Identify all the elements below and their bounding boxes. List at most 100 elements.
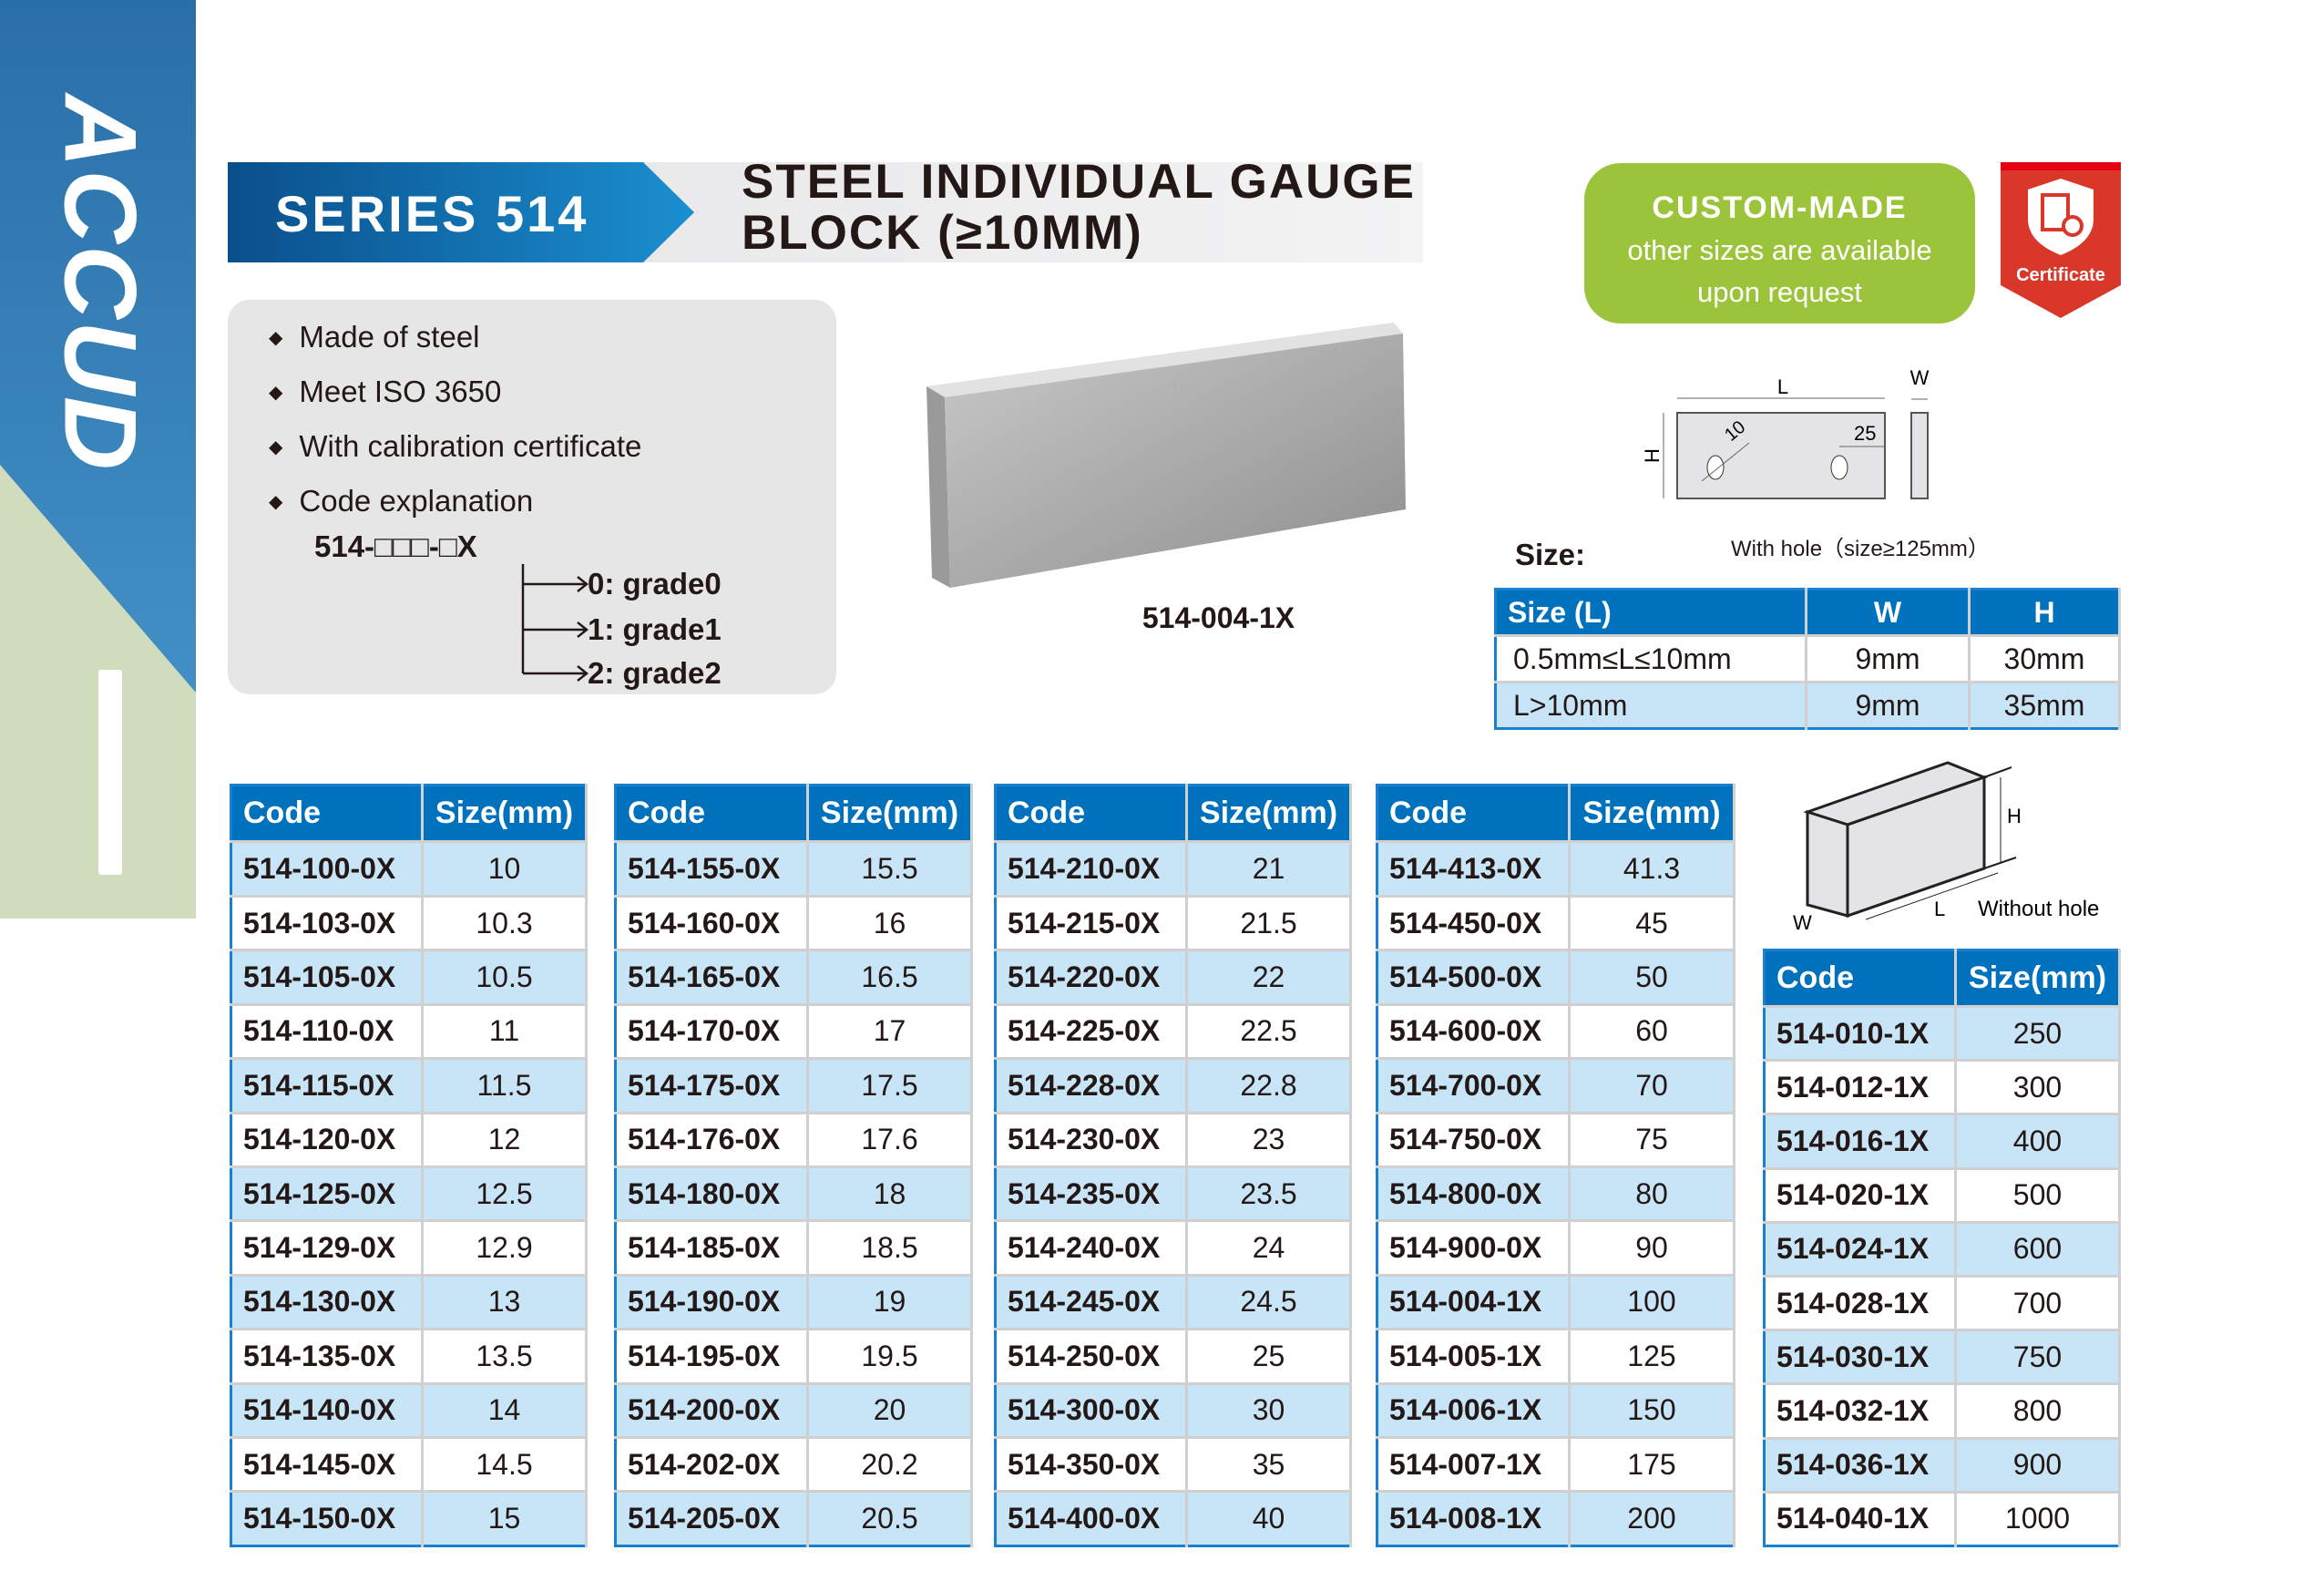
code-cell: 514-012-1X [1764,1059,1957,1114]
code-cell: 514-105-0X [230,949,424,1005]
series-label: SERIES 514 [275,185,589,242]
table-row: 514-170-0X 17 [615,1002,973,1059]
dim-H-label: H [2007,805,2022,827]
code-cell: 514-200-0X [615,1381,809,1438]
code-cell: 514-245-0X [995,1273,1188,1330]
size-cell: 13 [422,1273,588,1330]
code-cell: 514-032-1X [1764,1382,1957,1439]
table-row: 514-350-0X 35 [995,1436,1352,1492]
diamond-bullet-icon: ◆ [269,491,283,512]
table-row: 514-130-0X 13 [230,1273,588,1330]
code-cell: 514-016-1X [1764,1113,1957,1169]
diamond-bullet-icon: ◆ [269,382,283,403]
page-title: STEEL INDIVIDUAL GAUGE BLOCK (≥10MM) [742,157,1416,259]
custom-heading: CUSTOM-MADE [1652,190,1908,225]
size-code-table: Code Size(mm) 514-155-0X 15.5 514-160-0X 16 51… [614,784,973,1547]
grade-2: 2: grade2 [588,656,722,690]
size-cell: 17.6 [807,1111,973,1167]
size-cell: 70 [1569,1057,1735,1113]
table-row: 514-008-1X 200 [1377,1490,1735,1546]
size-cell: 23 [1186,1111,1352,1167]
size-cell: 15 [422,1490,588,1546]
width-cell: 9mm [1806,634,1971,683]
size-cell: 900 [1955,1436,2121,1493]
code-cell: 514-100-0X [230,840,424,897]
feature-item: ◆ Meet ISO 3650 [269,375,501,409]
size-cell: 22 [1186,949,1352,1005]
size-cell: 300 [1955,1059,2121,1114]
gauge-rod-image [98,670,122,875]
size-cell: 1000 [1955,1490,2121,1546]
size-cell: 80 [1569,1165,1735,1221]
code-cell: 514-020-1X [1764,1166,1957,1223]
code-cell: 514-040-1X [1764,1490,1957,1546]
table-row: 514-160-0X 16 [615,894,973,950]
size-cell: 90 [1569,1219,1735,1276]
code-cell: 514-170-0X [615,1002,809,1059]
height-cell: 35mm [1969,681,2121,729]
dim-L-label: L [1934,898,1945,920]
code-cell: 514-024-1X [1764,1220,1957,1277]
size-code-table: Code Size(mm) 514-010-1X 250 514-012-1X 300 51… [1763,949,2121,1547]
size-cell: 750 [1955,1329,2121,1384]
table-row: 514-129-0X 12.9 [230,1219,588,1276]
certificate-badge: Certificate [2001,162,2121,318]
code-cell: 514-225-0X [995,1002,1188,1059]
code-cell: 514-230-0X [995,1111,1188,1167]
size-cell: 12.5 [422,1165,588,1221]
code-cell: 514-140-0X [230,1381,424,1438]
table-row: 514-750-0X 75 [1377,1111,1735,1167]
dim-L-label: L [1777,375,1788,398]
code-cell: 514-103-0X [230,894,424,950]
code-cell: 514-210-0X [995,840,1188,897]
code-cell: 514-450-0X [1377,894,1571,950]
table-row: 514-400-0X 40 [995,1490,1352,1546]
table-row: L>10mm 9mm 35mm [1495,681,2121,729]
size-cell: 30 [1186,1381,1352,1438]
size-cell: 20.5 [807,1490,973,1546]
table-row: 514-220-0X 22 [995,949,1352,1005]
column-header-size: Size(mm) [807,785,973,842]
certificate-label: Certificate [2016,265,2105,285]
code-cell: 514-180-0X [615,1165,809,1221]
brand-logo: ACCUD [36,94,164,471]
code-cell: 514-413-0X [1377,840,1571,897]
code-cell: 514-800-0X [1377,1165,1571,1221]
size-cell: 125 [1569,1328,1735,1384]
dim-H-label: H [1641,448,1664,463]
table-row: 514-110-0X 11 [230,1002,588,1059]
table-row: 514-010-1X 250 [1764,1005,2121,1061]
size-range-cell: L>10mm [1495,681,1807,729]
code-cell: 514-036-1X [1764,1436,1957,1493]
size-cell: 200 [1569,1490,1735,1546]
code-cell: 514-175-0X [615,1057,809,1113]
dim-W-label: W [1910,366,1930,389]
hole-block-diagram: L W H 10 25 [1641,366,1930,499]
diamond-bullet-icon: ◆ [269,327,283,348]
table-row: 514-245-0X 24.5 [995,1273,1352,1330]
table-row: 514-103-0X 10.3 [230,894,588,950]
size-cell: 24.5 [1186,1273,1352,1330]
custom-made-badge: CUSTOM-MADE other sizes are available up… [1584,163,1975,323]
code-cell: 514-115-0X [230,1057,424,1113]
header-row: Code Size(mm) [230,785,588,842]
code-cell: 514-500-0X [1377,949,1571,1005]
series-tag [228,162,694,262]
table-row: 514-016-1X 400 [1764,1113,2121,1169]
title-line-1: STEEL INDIVIDUAL GAUGE [742,155,1416,209]
table-row: 514-004-1X 100 [1377,1273,1735,1330]
column-header: W [1806,589,1971,636]
feature-text: Made of steel [299,320,480,354]
table-row: 514-500-0X 50 [1377,949,1735,1005]
size-table: Size (L) W H 0.5mm≤L≤10mm 9mm 30mm L>10mm 9mm… [1494,588,2121,730]
feature-text: Code explanation [299,484,534,518]
table-row: 514-165-0X 16.5 [615,949,973,1005]
table-row: 514-215-0X 21.5 [995,894,1352,950]
code-cell: 514-195-0X [615,1328,809,1384]
size-cell: 13.5 [422,1328,588,1384]
column-header: Size (L) [1495,589,1807,636]
code-cell: 514-215-0X [995,894,1188,950]
code-cell: 514-160-0X [615,894,809,950]
size-cell: 100 [1569,1273,1735,1330]
size-cell: 22.5 [1186,1002,1352,1059]
